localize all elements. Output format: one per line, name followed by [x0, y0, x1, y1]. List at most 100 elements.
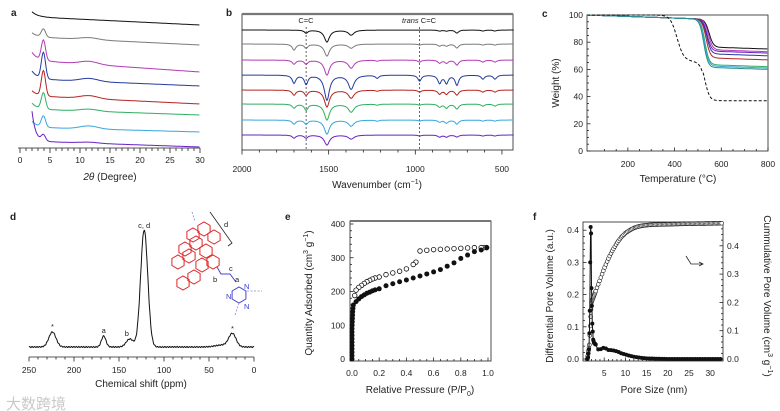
pore-right-y-tick-label: 0.4 [727, 241, 739, 251]
bet-y-tick-label: 300 [331, 253, 345, 263]
panel-label-d: d [10, 212, 16, 223]
nmr-x-tick-label: 0 [252, 365, 257, 375]
bet-adsorption-point [424, 271, 430, 277]
bet-adsorption-point [403, 277, 409, 283]
helicene-ring [171, 254, 185, 270]
pore-differential-point [589, 286, 594, 291]
xrd-x-tick-label: 5 [48, 155, 53, 165]
bet-adsorption-point [444, 263, 450, 269]
nmr-peak-label-a: a [102, 326, 107, 335]
nmr-spectrum [28, 229, 255, 349]
ftir-x-tick-label: 1500 [319, 164, 338, 174]
pore-differential-point [587, 331, 592, 336]
bet-y-tick-label: 100 [331, 320, 345, 330]
nmr-x-tick-label: 100 [157, 365, 171, 375]
ftir-frame [241, 13, 514, 151]
pore-right-y-tick-label: 0.0 [727, 354, 739, 364]
bet-y-tick-label: 0 [340, 354, 345, 364]
ftir-series-7 [242, 119, 514, 135]
bet-adsorption-point [465, 252, 471, 258]
nmr-x-tick-label: 50 [204, 365, 214, 375]
pore-left-y-axis-title: Differential Pore Volume (a.u.) [545, 229, 556, 363]
tga-y-tick-label: 100 [569, 10, 583, 20]
ftir-series-6 [242, 103, 514, 121]
pore-left-y-tick-label: 0.2 [567, 290, 579, 300]
helicene-ring [195, 257, 209, 273]
bet-desorption-point [417, 248, 423, 254]
bet-desorption-point [352, 292, 358, 299]
xrd-series-4 [31, 51, 200, 87]
nmr-peak-label-c-d: c, d [138, 221, 150, 230]
helicene-ring [197, 221, 211, 237]
structure-label-d: d [224, 220, 228, 229]
ftir-x-axis-title: Wavenumber (cm−1) [332, 179, 422, 191]
xrd-series-6 [31, 92, 200, 116]
pore-frame [582, 221, 724, 362]
tga-y-tick-label: 0 [578, 146, 583, 156]
tga-series-7 [587, 14, 768, 69]
bet-desorption-point [430, 246, 437, 253]
ftir-series-2 [242, 43, 514, 57]
bet-desorption-point [451, 245, 457, 252]
helicene-ring [206, 254, 220, 270]
ftir-x-tick-label: 1000 [406, 164, 425, 174]
triazine-n1: N [244, 282, 249, 291]
bet-x-axis-title: Relative Pressure (P/P0) [366, 385, 474, 398]
panel-label-f: f [533, 212, 537, 223]
pore-left-y-tick-label: 0.4 [567, 225, 579, 235]
ftir-series-5 [242, 89, 514, 108]
helicene-ring [199, 243, 213, 259]
tga-series-8 [587, 14, 768, 70]
pore-differential-point [587, 308, 592, 313]
pore-differential-point [586, 347, 591, 352]
bet-y-axis-title: Quantity Adsorbed (cm3 g−1) [303, 230, 315, 355]
pore-differential-point [589, 303, 594, 308]
bet-desorption-point [437, 246, 444, 253]
pore-left-y-tick-label: 0.1 [567, 322, 579, 332]
xrd-x-tick-label: 25 [165, 155, 175, 165]
tga-series-1 [587, 14, 768, 50]
xrd-series-1 [31, 11, 200, 26]
ftir-series-3 [242, 59, 514, 76]
bet-desorption-point [444, 246, 450, 252]
tga-x-tick-label: 400 [667, 159, 681, 169]
xrd-x-tick-label: 20 [135, 155, 145, 165]
bet-adsorption-point [410, 275, 416, 281]
helicene-ring [186, 227, 200, 243]
nmr-peak-label-spinning-sideband: * [51, 322, 54, 331]
ftir-x-tick-label: 500 [495, 164, 509, 174]
ftir-series-1 [242, 29, 514, 43]
pore-right-y-tick-label: 0.3 [727, 269, 739, 279]
helicene-ring [187, 269, 201, 285]
bet-adsorption-point [383, 283, 389, 289]
xrd-x-tick-label: 30 [195, 155, 205, 165]
pore-differential-point [586, 355, 591, 360]
bet-desorption-point [410, 261, 416, 268]
bet-x-tick-label: 0.2 [373, 368, 385, 378]
tga-y-tick-label: 20 [574, 119, 584, 129]
tga-series-3 [587, 14, 768, 54]
pore-differential-point [588, 260, 593, 265]
linkage-dashes [191, 211, 262, 316]
bet-adsorption-point [484, 245, 490, 251]
helicene-ring [189, 235, 203, 251]
pore-differential-line [586, 226, 723, 360]
tga-x-tick-label: 800 [761, 159, 775, 169]
tga-series-2 [587, 14, 768, 53]
panel-label-a: a [11, 8, 17, 19]
tga-y-tick-label: 40 [574, 92, 584, 102]
bet-desorption-point [403, 266, 410, 272]
pore-right-y-axis-title: Cummulative Pore Volume (cm3 g−1) [761, 215, 773, 376]
bet-x-tick-label: 0.0 [346, 368, 358, 378]
xrd-x-tick-label: 0 [18, 155, 23, 165]
pore-differential-point [593, 342, 598, 347]
ftir-trans-cc-annotation: trans C=C [402, 16, 437, 25]
helicene-ring [182, 248, 196, 264]
pore-differential-point [590, 329, 595, 334]
panel-label-b: b [226, 8, 232, 19]
xrd-series-5 [31, 69, 200, 105]
xrd-series-8 [31, 111, 200, 148]
xrd-x-tick-label: 10 [75, 155, 85, 165]
bet-x-tick-label: 0.8 [455, 368, 467, 378]
bet-desorption-point [383, 271, 389, 278]
